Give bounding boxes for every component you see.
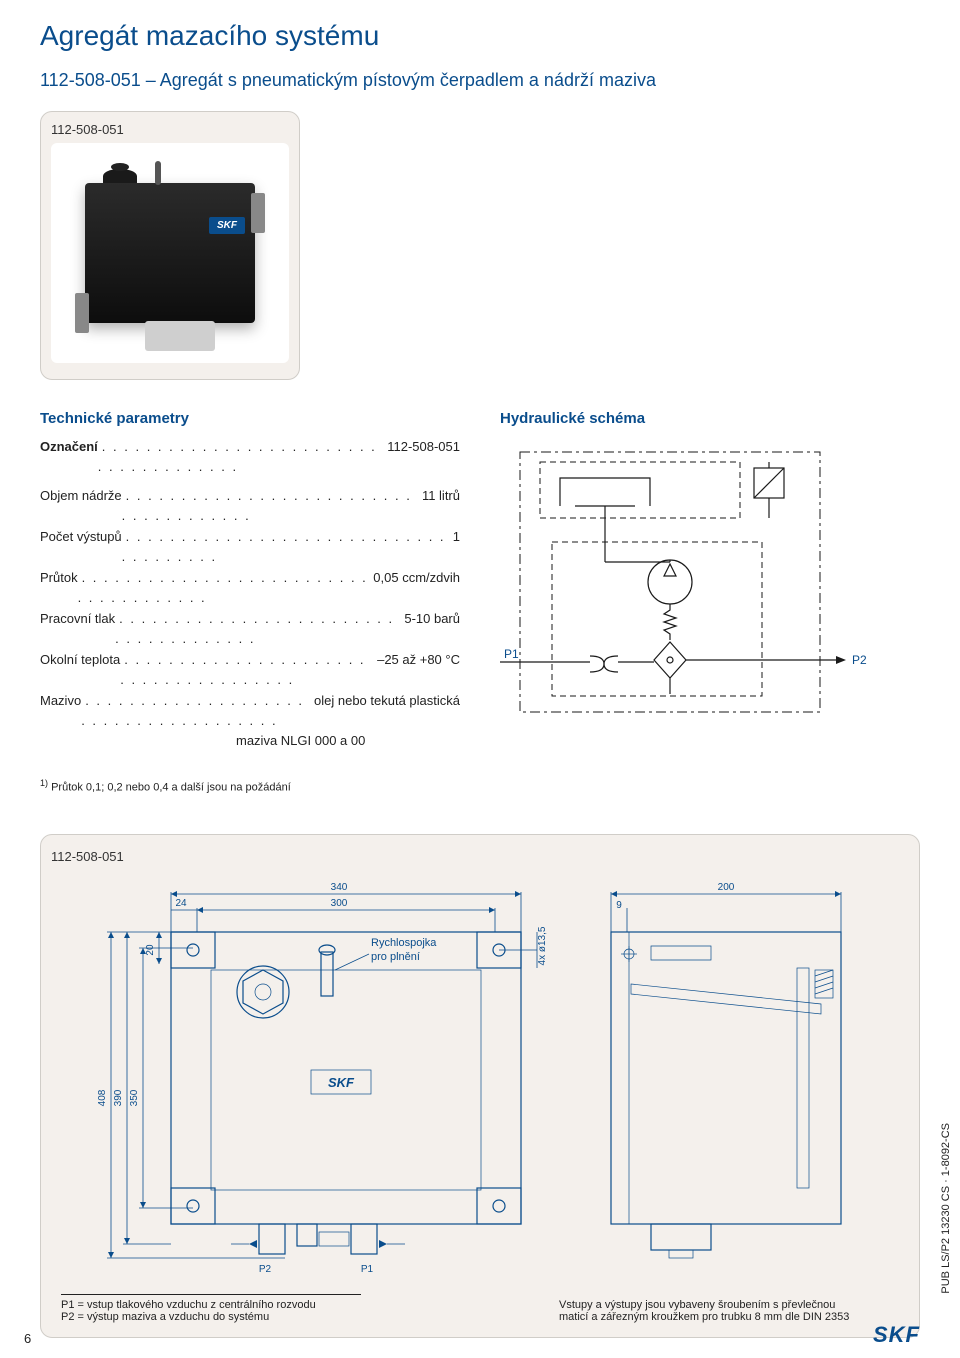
product-image: SKF xyxy=(51,143,289,363)
svg-text:340: 340 xyxy=(331,882,348,893)
spec-value: 5-10 barů xyxy=(400,609,460,648)
legend-right-l2: maticí a zářezným kroužkem pro trubku 8 … xyxy=(559,1311,899,1323)
svg-text:350: 350 xyxy=(129,1089,140,1106)
spec-label: Objem nádrže xyxy=(40,486,122,525)
footnote-sup: 1) xyxy=(40,778,48,788)
svg-text:390: 390 xyxy=(113,1089,124,1106)
footnote-text: Průtok 0,1; 0,2 nebo 0,4 a další jsou na… xyxy=(51,782,291,794)
skf-footer-logo: SKF xyxy=(873,1322,920,1348)
drawing-legend-left: P1 = vstup tlakového vzduchu z centrální… xyxy=(61,1294,361,1323)
technical-drawing-panel: 112-508-051 340 300 24 20 xyxy=(40,834,920,1338)
svg-text:pro plnění: pro plnění xyxy=(371,951,420,963)
hydraulic-schema-svg: P1 P2 xyxy=(500,437,880,737)
spec-label: Pracovní tlak xyxy=(40,609,115,648)
svg-text:P1: P1 xyxy=(361,1264,374,1275)
svg-text:Rychlospojka: Rychlospojka xyxy=(371,937,437,949)
svg-text:P2: P2 xyxy=(259,1264,272,1275)
legend-p1: P1 = vstup tlakového vzduchu z centrální… xyxy=(61,1299,361,1311)
svg-text:300: 300 xyxy=(331,898,348,909)
svg-text:200: 200 xyxy=(718,882,735,893)
technical-drawing-svg: 340 300 24 20 xyxy=(51,874,911,1284)
svg-text:20: 20 xyxy=(145,944,156,956)
drawing-legend-right: Vstupy a výstupy jsou vybaveny šroubením… xyxy=(559,1299,899,1323)
spec-label: Mazivo xyxy=(40,691,81,730)
schema-p2-label: P2 xyxy=(852,653,867,667)
spec-value: 11 litrů xyxy=(418,486,460,525)
page-subtitle: 112-508-051 – Agregát s pneumatickým pís… xyxy=(40,70,920,91)
spec-value: –25 až +80 °C xyxy=(373,650,460,689)
svg-text:SKF: SKF xyxy=(328,1075,355,1090)
legend-p2: P2 = výstup maziva a vzduchu do systému xyxy=(61,1311,361,1323)
page-number: 6 xyxy=(24,1331,31,1346)
schema-heading: Hydraulické schéma xyxy=(500,410,920,427)
schema-p1-label: P1 xyxy=(504,647,519,661)
spec-label: Průtok xyxy=(40,568,78,607)
drawing-code-label: 112-508-051 xyxy=(51,849,909,864)
spec-value: 1 xyxy=(449,527,460,566)
svg-text:24: 24 xyxy=(175,898,187,909)
product-code-label: 112-508-051 xyxy=(51,122,289,137)
publication-code: PUB LS/P2 13230 CS · 1-8092-CS xyxy=(940,1123,952,1294)
legend-right-l1: Vstupy a výstupy jsou vybaveny šroubením… xyxy=(559,1299,899,1311)
tech-heading: Technické parametry xyxy=(40,410,460,427)
svg-text:408: 408 xyxy=(97,1089,108,1106)
spec-value-extra: maziva NLGI 000 a 00 xyxy=(40,732,460,750)
svg-text:4x ø13,5: 4x ø13,5 xyxy=(537,926,548,965)
spec-label: Označení xyxy=(40,437,98,476)
footnote: 1) Průtok 0,1; 0,2 nebo 0,4 a další jsou… xyxy=(40,778,460,794)
spec-label: Počet výstupů xyxy=(40,527,122,566)
page-title: Agregát mazacího systému xyxy=(40,20,920,52)
product-photo-panel: 112-508-051 SKF xyxy=(40,111,300,380)
spec-value: 112-508-051 xyxy=(383,437,460,476)
skf-badge: SKF xyxy=(209,217,245,234)
technical-parameters: Technické parametry Označení112-508-051 … xyxy=(40,410,460,794)
spec-value: 0,05 ccm/zdvih xyxy=(369,568,460,607)
hydraulic-schema: Hydraulické schéma xyxy=(500,410,920,794)
svg-text:9: 9 xyxy=(616,900,622,911)
spec-value: olej nebo tekutá plastická xyxy=(310,691,460,730)
spec-label: Okolní teplota xyxy=(40,650,120,689)
